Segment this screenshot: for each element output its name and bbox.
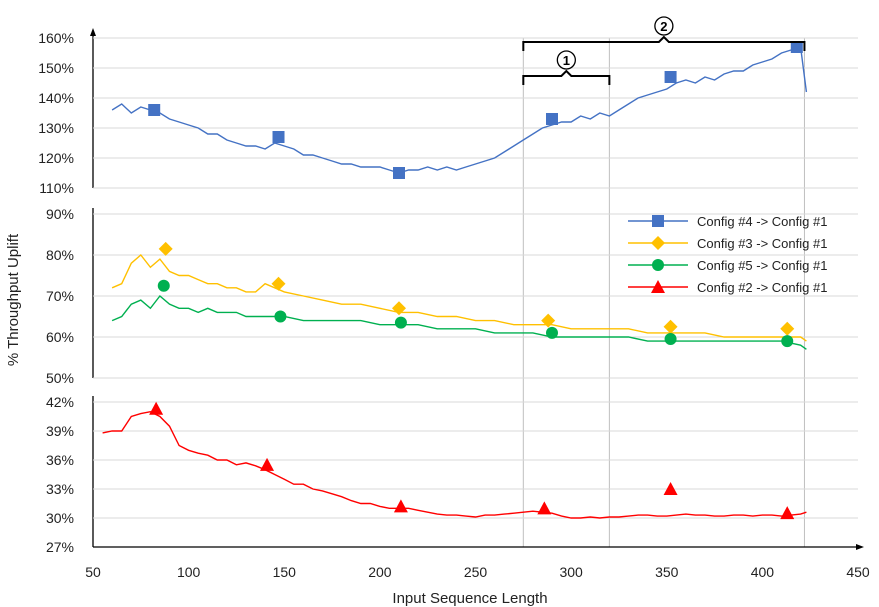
y-tick-label: 36%: [46, 452, 74, 468]
legend-swatch-marker: [652, 215, 664, 227]
panel-3: 27% 30% 33% 36% 39% 42%: [46, 394, 858, 555]
series-marker: [541, 313, 556, 328]
legend-item: Config #5 -> Config #1: [628, 258, 827, 273]
x-axis-arrow: [856, 544, 864, 550]
y-tick-label: 70%: [46, 288, 74, 304]
legend-label: Config #3 -> Config #1: [697, 236, 827, 251]
series-marker: [158, 241, 173, 256]
bracket-label: 2: [660, 19, 667, 34]
legend-item: Config #2 -> Config #1: [628, 280, 827, 295]
series-triangle: [102, 401, 807, 520]
series-line: [111, 294, 807, 350]
bracket-line: [522, 35, 806, 51]
series-marker: [537, 501, 552, 515]
bracket-line: [522, 69, 611, 85]
series-marker: [780, 321, 795, 336]
y-axis-title: % Throughput Uplift: [5, 233, 22, 366]
x-tick-label: 400: [751, 564, 775, 580]
series-marker: [274, 310, 287, 323]
legend-label: Config #4 -> Config #1: [697, 214, 827, 229]
y-tick-label: 130%: [38, 120, 74, 136]
series-diamond: [111, 241, 807, 342]
bracket-label-circle: [556, 50, 576, 70]
y-tick-label: 150%: [38, 60, 74, 76]
range-annotations: 12: [522, 16, 806, 85]
series-marker: [546, 113, 558, 125]
series-marker: [157, 279, 170, 292]
series-marker: [780, 506, 795, 520]
y-tick-label: 80%: [46, 247, 74, 263]
y-tick-label: 60%: [46, 329, 74, 345]
bracket-label-circle: [654, 16, 674, 36]
series-marker: [149, 401, 164, 415]
series-line: [111, 46, 808, 174]
series-marker: [663, 319, 678, 334]
series-marker: [148, 104, 161, 116]
annotation-guides: [522, 38, 805, 547]
series-marker: [393, 167, 405, 179]
legend-label: Config #2 -> Config #1: [697, 280, 827, 295]
series-marker: [790, 41, 803, 53]
series-marker: [392, 301, 406, 316]
panel-1: 110% 120% 130% 140% 150% 160%: [38, 28, 858, 196]
y-tick-label: 42%: [46, 394, 74, 410]
y-tick-label: 33%: [46, 481, 74, 497]
x-tick-label: 200: [368, 564, 392, 580]
y-tick-label: 30%: [46, 510, 74, 526]
y-tick-label: 50%: [46, 370, 74, 386]
legend-label: Config #5 -> Config #1: [697, 258, 827, 273]
series-marker: [394, 316, 407, 329]
legend-swatch-marker: [651, 236, 665, 250]
y-tick-label: 90%: [46, 206, 74, 222]
y-tick-label: 120%: [38, 150, 74, 166]
series-marker: [260, 457, 275, 471]
series-line: [102, 410, 807, 519]
series-marker: [272, 131, 285, 143]
series-square: [111, 41, 808, 179]
legend-swatch-marker: [651, 280, 665, 293]
x-axis: 50 100 150 200 250 300 350 400 450: [85, 544, 870, 580]
legend-item: Config #4 -> Config #1: [628, 214, 827, 229]
y-tick-label: 27%: [46, 539, 74, 555]
legend-item: Config #3 -> Config #1: [628, 236, 827, 251]
panel-2: 50% 60% 70% 80% 90%: [46, 206, 858, 386]
x-tick-label: 150: [273, 564, 297, 580]
series-circle: [111, 279, 807, 350]
y-tick-label: 140%: [38, 90, 74, 106]
bracket-label: 1: [563, 53, 570, 68]
x-tick-label: 300: [559, 564, 583, 580]
legend-swatch-marker: [652, 259, 664, 271]
series-marker: [663, 482, 678, 495]
x-tick-label: 250: [464, 564, 488, 580]
x-axis-title: Input Sequence Length: [392, 590, 547, 607]
x-tick-label: 450: [846, 564, 870, 580]
y-tick-label: 39%: [46, 423, 74, 439]
series-line: [111, 253, 807, 342]
series-marker: [546, 326, 558, 339]
y-axis-arrow: [90, 28, 96, 36]
series-marker: [664, 333, 677, 346]
x-tick-label: 50: [85, 564, 101, 580]
series-marker: [664, 71, 677, 83]
series-marker: [781, 335, 794, 348]
chart-panels: 110%120%130%140%150%160%50%60%70%80%90%2…: [38, 28, 858, 555]
annotation-bracket-2: 2: [522, 16, 806, 51]
annotation-bracket-1: 1: [522, 50, 611, 85]
legend: Config #4 -> Config #1 Config #3 -> Confi…: [628, 214, 827, 295]
x-tick-label: 100: [177, 564, 201, 580]
x-tick-label: 350: [655, 564, 679, 580]
series-marker: [271, 276, 286, 291]
y-tick-label: 110%: [39, 180, 74, 196]
y-tick-label: 160%: [38, 30, 74, 46]
series-marker: [393, 499, 408, 513]
